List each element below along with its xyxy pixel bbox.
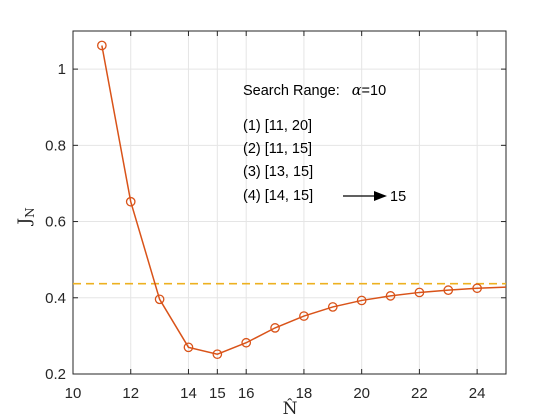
data-point <box>125 196 136 207</box>
range-4: (4) [14, 15] <box>243 188 313 204</box>
y-axis-label-main: J <box>15 218 35 227</box>
x-tick-labels: 10 12 14 15 16 18 20 22 24 <box>65 385 486 402</box>
series-line <box>101 45 507 355</box>
x-tick-label: 20 <box>353 385 370 402</box>
x-tick-label: 15 <box>209 385 226 402</box>
svg-text:JN: JN <box>15 207 37 226</box>
y-tick-label: 0.4 <box>45 290 66 307</box>
data-point <box>212 349 223 360</box>
data-series <box>97 40 507 360</box>
data-point <box>299 311 309 321</box>
x-tick-label: 12 <box>122 385 139 402</box>
range-1: (1) [11, 20] <box>243 118 312 134</box>
x-axis-label: N̂ <box>283 399 298 419</box>
data-point <box>270 323 280 333</box>
y-tick-labels: 0.2 0.4 0.6 0.8 1 <box>45 61 66 383</box>
y-tick-label: 0.2 <box>45 366 66 383</box>
y-axis-label-sub: N <box>23 207 37 218</box>
range-2: (2) [11, 15] <box>243 141 312 157</box>
result-arrow-head <box>374 191 387 201</box>
data-point <box>472 283 482 294</box>
x-tick-label: 16 <box>238 385 255 402</box>
data-point <box>327 302 338 312</box>
data-point <box>241 337 252 348</box>
plot-frame <box>72 30 507 375</box>
x-tick-label: 14 <box>180 385 197 402</box>
y-axis-label: JN <box>15 207 37 226</box>
alpha-symbol: α <box>352 83 362 99</box>
y-tick-label: 0.8 <box>45 137 66 154</box>
result-value: 15 <box>390 189 406 205</box>
axes-frame <box>72 30 507 375</box>
data-point <box>356 295 367 306</box>
annotation-box: Search Range: α=10 (1) [11, 20] (2) [11, … <box>243 83 406 205</box>
y-tick-label: 1 <box>58 61 66 78</box>
range-3: (3) [13, 15] <box>243 164 313 180</box>
data-point <box>414 287 425 298</box>
data-point <box>97 40 107 51</box>
data-point <box>183 342 194 353</box>
data-point <box>385 291 396 301</box>
x-tick-label: 18 <box>296 385 313 402</box>
x-tick-label: 22 <box>411 385 428 402</box>
svg-text:Search Range:α=10: Search Range: α=10 <box>243 83 386 99</box>
data-point <box>443 285 454 296</box>
annotation-heading: Search Range: <box>243 83 340 99</box>
alpha-value: =10 <box>362 83 387 99</box>
x-tick-label: 10 <box>65 385 82 402</box>
y-tick-label: 0.6 <box>45 214 66 231</box>
grid <box>72 31 506 375</box>
data-point <box>154 294 165 305</box>
x-tick-label: 24 <box>469 385 486 402</box>
